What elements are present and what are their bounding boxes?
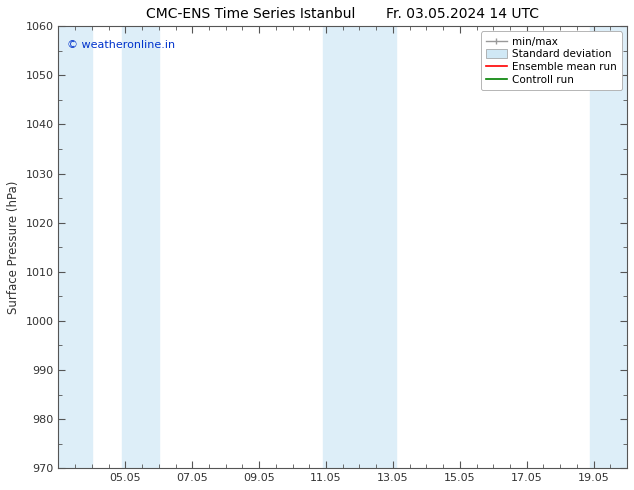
Bar bbox=[590, 26, 627, 468]
Title: CMC-ENS Time Series Istanbul       Fr. 03.05.2024 14 UTC: CMC-ENS Time Series Istanbul Fr. 03.05.2… bbox=[146, 7, 540, 21]
Bar bbox=[58, 26, 92, 468]
Bar bbox=[323, 26, 396, 468]
Text: © weatheronline.in: © weatheronline.in bbox=[67, 40, 175, 49]
Legend: min/max, Standard deviation, Ensemble mean run, Controll run: min/max, Standard deviation, Ensemble me… bbox=[481, 31, 622, 90]
Y-axis label: Surface Pressure (hPa): Surface Pressure (hPa) bbox=[7, 180, 20, 314]
Bar bbox=[122, 26, 159, 468]
